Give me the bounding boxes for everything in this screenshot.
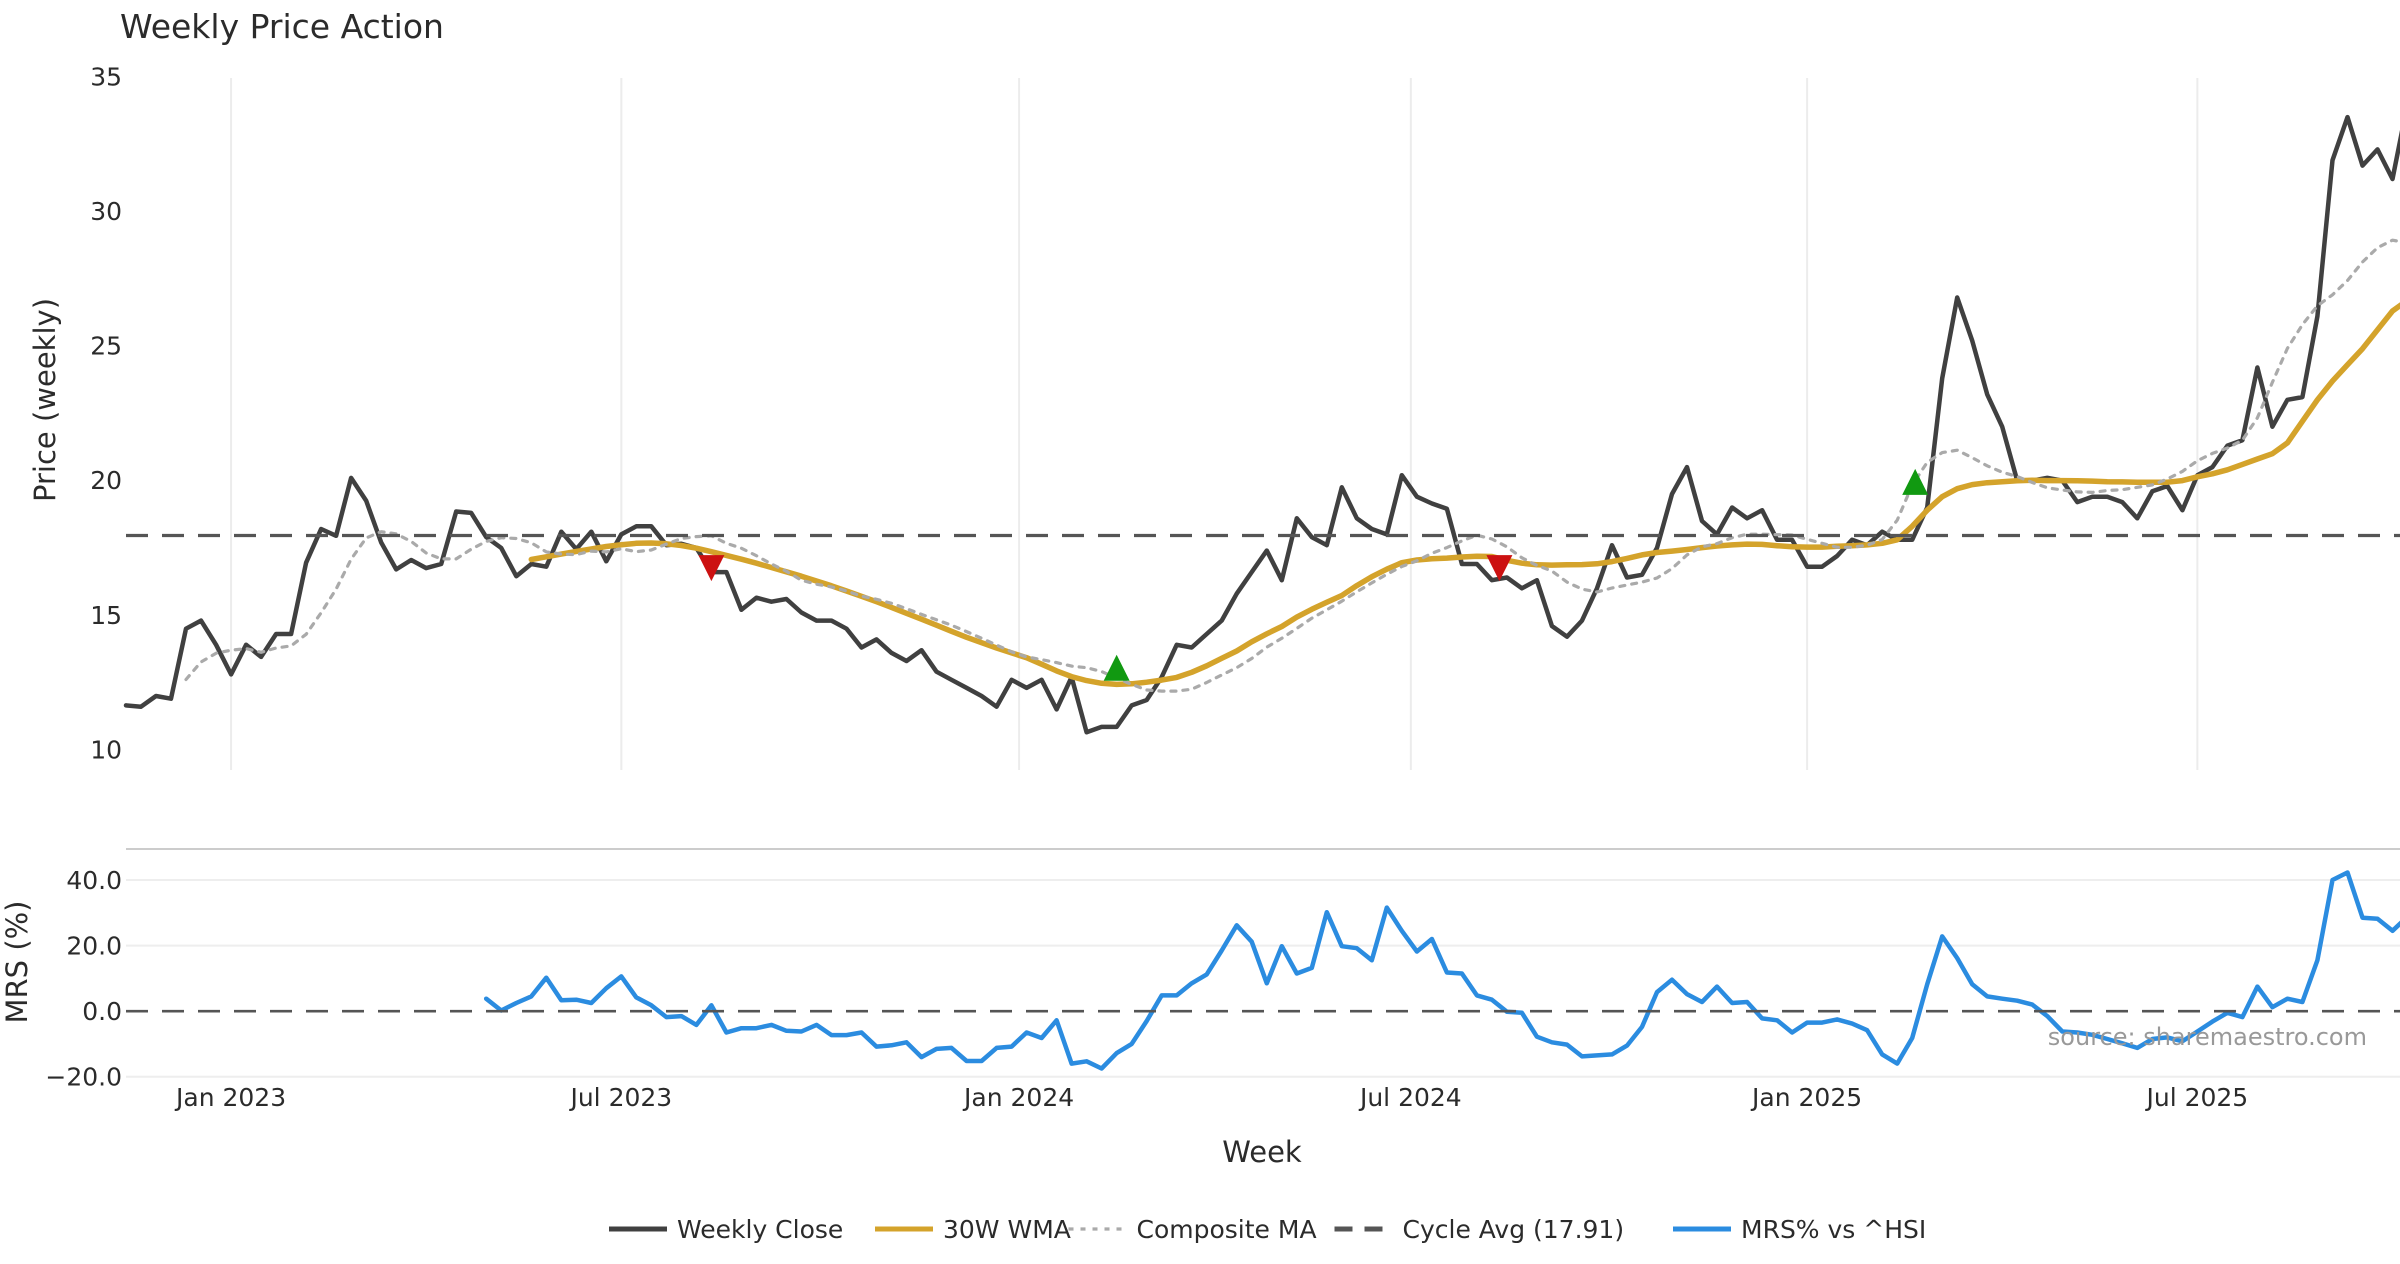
- x-tick-label: Jan 2023: [174, 1083, 286, 1112]
- legend-label-cycle-avg-17-91: Cycle Avg (17.91): [1403, 1215, 1625, 1244]
- sell-signal-marker: [698, 555, 725, 582]
- mrs-y-tick-label: 40.0: [66, 866, 122, 895]
- price-y-tick-label: 10: [90, 735, 122, 764]
- sell-signal-marker: [1486, 555, 1513, 582]
- buy-signal-marker: [1902, 468, 1929, 495]
- legend-label-composite-ma: Composite MA: [1137, 1215, 1317, 1244]
- mrs-vs-hsi-line: [483, 870, 2400, 1071]
- x-tick-label: Jul 2025: [2144, 1083, 2248, 1112]
- legend-label-30w-wma: 30W WMA: [943, 1215, 1071, 1244]
- price-y-tick-label: 35: [90, 62, 122, 91]
- x-tick-labels: Jan 2023 Jul 2023 Jan 2024 Jul 2024 Jan 2025…: [174, 1083, 2248, 1112]
- price-y-tick-labels: 10 15 20 25 30 35: [90, 62, 122, 764]
- legend-label-mrs-vs-hsi: MRS% vs ^HSI: [1741, 1215, 1926, 1244]
- x-tick-label: Jul 2024: [1358, 1083, 1462, 1112]
- price-y-tick-label: 20: [90, 466, 122, 495]
- composite-ma-line: [184, 238, 2400, 693]
- price-y-axis-label: Price (weekly): [28, 298, 62, 502]
- mrs-y-tick-label: −20.0: [45, 1063, 122, 1092]
- price-gridlines: [230, 78, 2199, 770]
- price-signal-markers: [698, 468, 1929, 681]
- mrs-gridlines: [126, 879, 2400, 1078]
- legend: Weekly Close 30W WMA Composite MA Cycle Avg…: [609, 1215, 1926, 1244]
- mrs-y-tick-labels: 40.0 20.0 0.0 −20.0: [45, 866, 122, 1092]
- x-tick-label: Jan 2024: [962, 1083, 1074, 1112]
- legend-label-weekly-close: Weekly Close: [677, 1215, 843, 1244]
- buy-signal-marker: [1103, 654, 1130, 681]
- chart-title: Weekly Price Action: [120, 7, 444, 46]
- source-annotation: source: sharemaestro.com: [2048, 1023, 2367, 1051]
- price-y-tick-label: 25: [90, 332, 122, 361]
- x-tick-label: Jul 2023: [568, 1083, 672, 1112]
- weekly-close-line: [123, 114, 2400, 735]
- mrs-y-tick-label: 0.0: [82, 997, 122, 1026]
- mrs-series-lines: [126, 870, 2400, 1071]
- price-y-tick-label: 15: [90, 601, 122, 630]
- x-tick-label: Jan 2025: [1750, 1083, 1862, 1112]
- x-axis-label: Week: [1222, 1135, 1302, 1169]
- mrs-y-tick-label: 20.0: [66, 932, 122, 961]
- price-y-tick-label: 30: [90, 197, 122, 226]
- mrs-y-axis-label: MRS (%): [0, 901, 34, 1024]
